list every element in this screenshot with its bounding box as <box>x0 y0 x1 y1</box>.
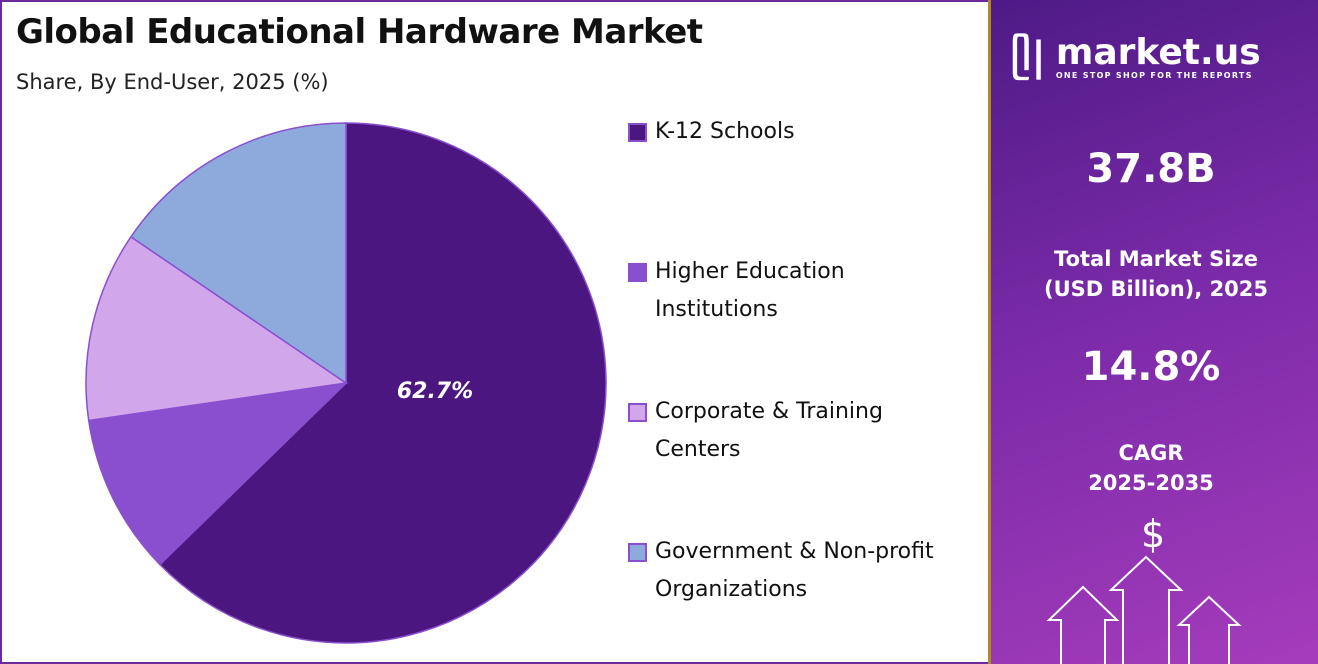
chart-subtitle: Share, By End-User, 2025 (%) <box>16 70 329 94</box>
pie-slice <box>129 122 347 385</box>
market-size-label-line: (USD Billion), 2025 <box>1043 277 1269 301</box>
pie-chart: 62.7% <box>85 122 607 644</box>
growth-arrows-icon <box>1046 555 1242 664</box>
legend-swatch <box>628 123 647 142</box>
summary-panel: ᥫ| market.us ONE STOP SHOP FOR THE REPOR… <box>988 0 1318 664</box>
legend-item: Higher Education Institutions <box>628 253 845 329</box>
legend-swatch <box>628 543 647 562</box>
logo-name: market.us <box>1055 31 1261 73</box>
chart-frame <box>0 0 990 664</box>
logo-icon: ᥫ| <box>1011 34 1046 80</box>
legend-label-line: Centers <box>655 437 741 462</box>
legend-label: K-12 Schools <box>655 113 795 151</box>
legend-item: K-12 Schools <box>628 113 795 151</box>
legend-label-line: Institutions <box>655 297 778 322</box>
dollar-icon: $ <box>1141 512 1166 556</box>
pie-slice <box>158 122 607 644</box>
legend-swatch <box>628 403 647 422</box>
legend-label: Corporate & Training Centers <box>655 393 883 469</box>
cagr-label-line: 2025-2035 <box>1088 471 1214 495</box>
legend-label-line: Government & Non-profit <box>655 539 934 564</box>
market-us-logo: ᥫ| market.us ONE STOP SHOP FOR THE REPOR… <box>1011 34 1261 80</box>
market-size-label-line: Total Market Size <box>1054 247 1258 271</box>
cagr-value: 14.8% <box>1081 344 1221 390</box>
legend-item: Government & Non-profit Organizations <box>628 533 934 609</box>
legend-label: Higher Education Institutions <box>655 253 845 329</box>
legend-label-line: K-12 Schools <box>655 119 795 144</box>
legend-label-line: Organizations <box>655 577 808 602</box>
cagr-label-line: CAGR <box>1118 441 1184 465</box>
chart-title: Global Educational Hardware Market <box>16 12 703 52</box>
pie-slice <box>87 381 349 566</box>
logo-tagline: ONE STOP SHOP FOR THE REPORTS <box>1055 70 1253 80</box>
data-label: 62.7% <box>397 379 473 404</box>
pie-slice <box>85 235 349 422</box>
legend-label-line: Higher Education <box>655 259 845 284</box>
legend-swatch <box>628 263 647 282</box>
cagr-label: CAGR 2025-2035 <box>991 438 1316 498</box>
legend-item: Corporate & Training Centers <box>628 393 883 469</box>
market-size-value: 37.8B <box>1086 146 1216 192</box>
legend-label-line: Corporate & Training <box>655 399 883 424</box>
legend-label: Government & Non-profit Organizations <box>655 533 934 609</box>
market-size-label: Total Market Size (USD Billion), 2025 <box>991 244 1318 304</box>
